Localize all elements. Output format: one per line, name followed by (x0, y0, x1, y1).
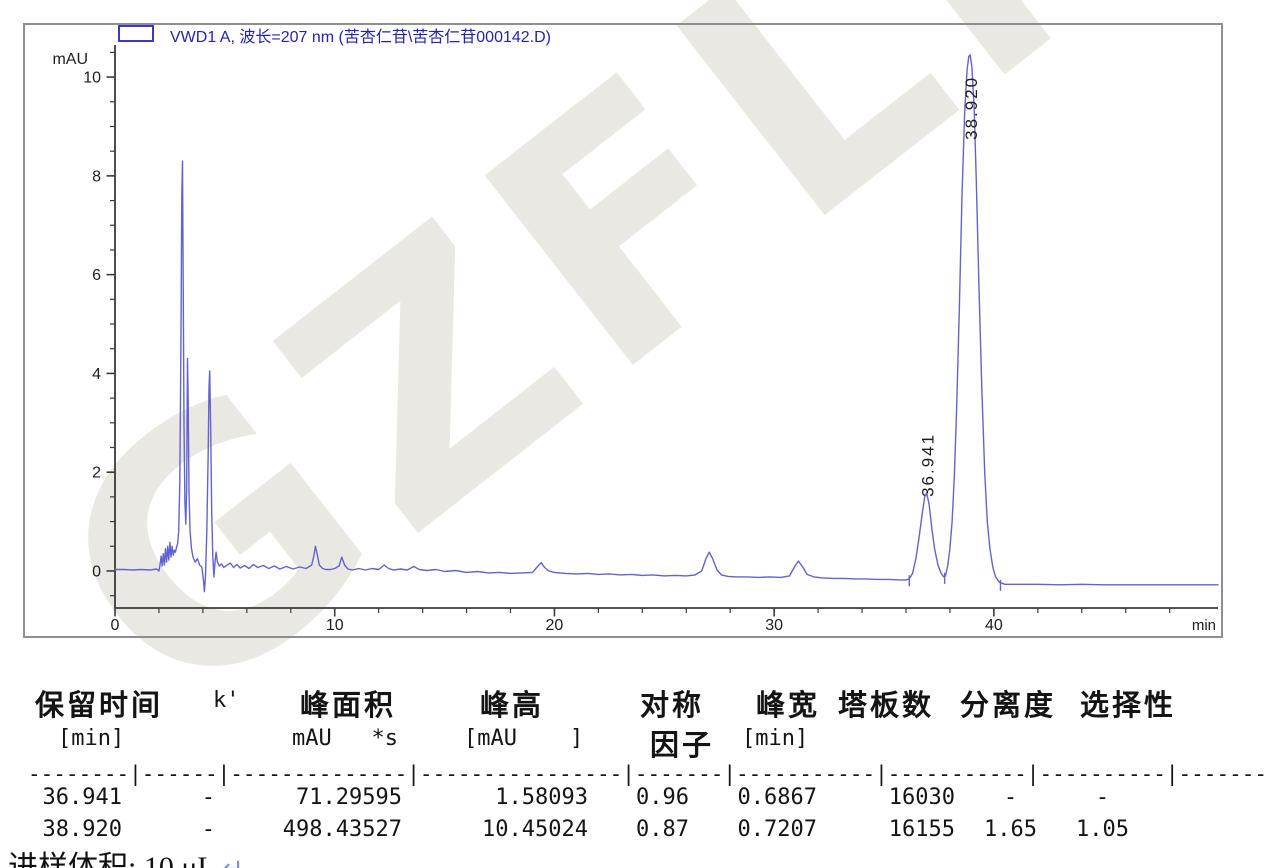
unit-peak-width: [min] (742, 726, 809, 751)
row1-retention-time: 36.941 (42, 785, 122, 810)
col-header-symmetry: 对称 (640, 690, 705, 722)
y-tick-label: 6 (92, 267, 101, 284)
unit-peak-height: [mAU ] (464, 726, 584, 751)
row2-resolution: 1.65 (984, 817, 1037, 842)
x-tick-label: 30 (765, 617, 783, 634)
peak-label: 36.941 (919, 433, 938, 497)
col-header-selectivity: 选择性 (1080, 690, 1177, 722)
y-tick-label: 2 (92, 465, 101, 482)
row1-plates: 16030 (888, 785, 955, 810)
y-tick-label: 4 (92, 366, 101, 383)
legend-swatch-icon (118, 25, 154, 42)
y-tick-label: 10 (83, 70, 101, 87)
row1-height: 1.58093 (495, 785, 588, 810)
x-tick-label: 0 (111, 617, 120, 634)
x-axis-unit-label: min (1192, 617, 1216, 634)
injection-volume-line: 进样体积: 10 μL ↵ (8, 842, 244, 868)
row1-kprime: - (201, 785, 215, 810)
row2-plates: 16155 (888, 817, 955, 842)
col-header-plates: 塔板数 (838, 690, 935, 722)
legend-label: VWD1 A, 波长=207 nm (苦杏仁苷\苦杏仁苷000142.D) (170, 29, 552, 46)
peak-label: 38.920 (962, 76, 981, 140)
unit-peak-area: mAU *s (292, 726, 398, 751)
row2-kprime: - (201, 817, 215, 842)
row1-area: 71.29595 (296, 785, 402, 810)
table-separator: --------|------|--------------|---------… (28, 762, 1264, 786)
col-header-resolution: 分离度 (960, 690, 1057, 722)
row2-retention-time: 38.920 (42, 817, 122, 842)
col-header-peak-area: 峰面积 (300, 690, 397, 722)
row1-symmetry: 0.96 (636, 785, 689, 810)
injection-volume-text: 进样体积: 10 μL (8, 851, 215, 868)
row2-height: 10.45024 (482, 817, 588, 842)
x-tick-label: 20 (546, 617, 564, 634)
row2-area: 498.43527 (282, 817, 402, 842)
x-tick-label: 10 (326, 617, 344, 634)
row1-width: 0.6867 (737, 785, 817, 810)
col-header-peak-width: 峰宽 (756, 690, 821, 722)
y-tick-label: 0 (92, 563, 101, 580)
row2-selectivity: 1.05 (1076, 817, 1129, 842)
col-header-kprime: k' (213, 688, 240, 713)
signal-trace (114, 54, 1219, 593)
return-mark-icon: ↵ (222, 854, 244, 868)
col-header-peak-height: 峰高 (480, 690, 545, 722)
row1-resolution: - (1003, 785, 1018, 810)
y-tick-label: 8 (92, 168, 101, 185)
plot-frame (23, 23, 1223, 638)
unit-symmetry: 因子 (650, 730, 715, 762)
unit-retention-time: [min] (58, 726, 125, 751)
row2-width: 0.7207 (737, 817, 817, 842)
row2-symmetry: 0.87 (636, 817, 689, 842)
chromatogram-plot: mAU min 0 2 4 6 8 10 0 10 20 30 40 36.941 38.920 (52, 45, 1219, 634)
y-axis-unit-label: mAU (52, 51, 88, 68)
x-tick-label: 40 (985, 617, 1003, 634)
col-header-retention-time: 保留时间 (35, 690, 164, 722)
row1-selectivity: - (1095, 785, 1110, 810)
